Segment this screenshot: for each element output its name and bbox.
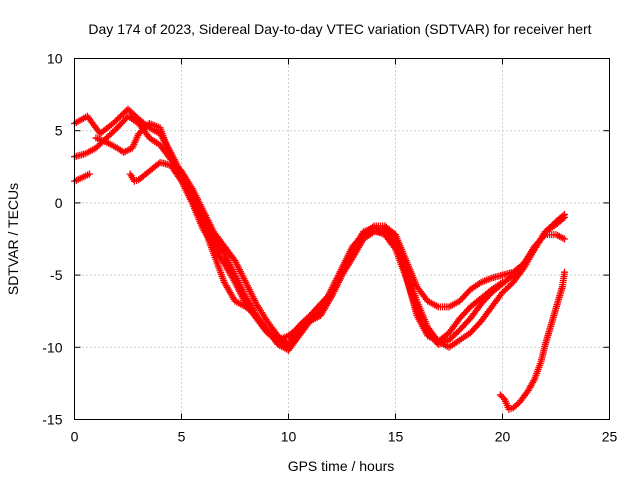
- y-tick-label: 0: [55, 195, 63, 211]
- grid: [74, 58, 610, 420]
- x-tick-label: 5: [178, 429, 186, 445]
- x-tick-label: 0: [71, 429, 79, 445]
- y-tick-label: 10: [47, 51, 63, 67]
- y-tick-label: 5: [55, 123, 63, 139]
- data-point: [559, 215, 567, 223]
- plot-frame: [74, 58, 610, 420]
- track-5: [126, 158, 506, 346]
- y-tick-label: -10: [42, 339, 62, 355]
- data-point: [499, 278, 506, 286]
- axes: 0 5 10 15 20 25 -15 -10 -5 0 5 10: [42, 51, 617, 445]
- x-axis-label: GPS time / hours: [288, 458, 395, 474]
- y-tick-label: -5: [50, 267, 63, 283]
- data-point: [540, 232, 548, 240]
- data-point: [85, 170, 93, 178]
- chart-title: Day 174 of 2023, Sidereal Day-to-day VTE…: [88, 21, 591, 37]
- x-tick-label: 10: [281, 429, 297, 445]
- data-point: [561, 213, 569, 221]
- x-tick-label: 15: [388, 429, 404, 445]
- data-point: [561, 268, 569, 276]
- x-tick-label: 20: [495, 429, 511, 445]
- track-6: [496, 268, 569, 413]
- data-point: [561, 235, 569, 243]
- y-axis-label: SDTVAR / TECUs: [5, 183, 21, 295]
- data-point: [530, 377, 538, 385]
- y-tick-label: -15: [42, 412, 62, 428]
- x-tick-label: 25: [602, 429, 618, 445]
- data-marks: [71, 105, 569, 413]
